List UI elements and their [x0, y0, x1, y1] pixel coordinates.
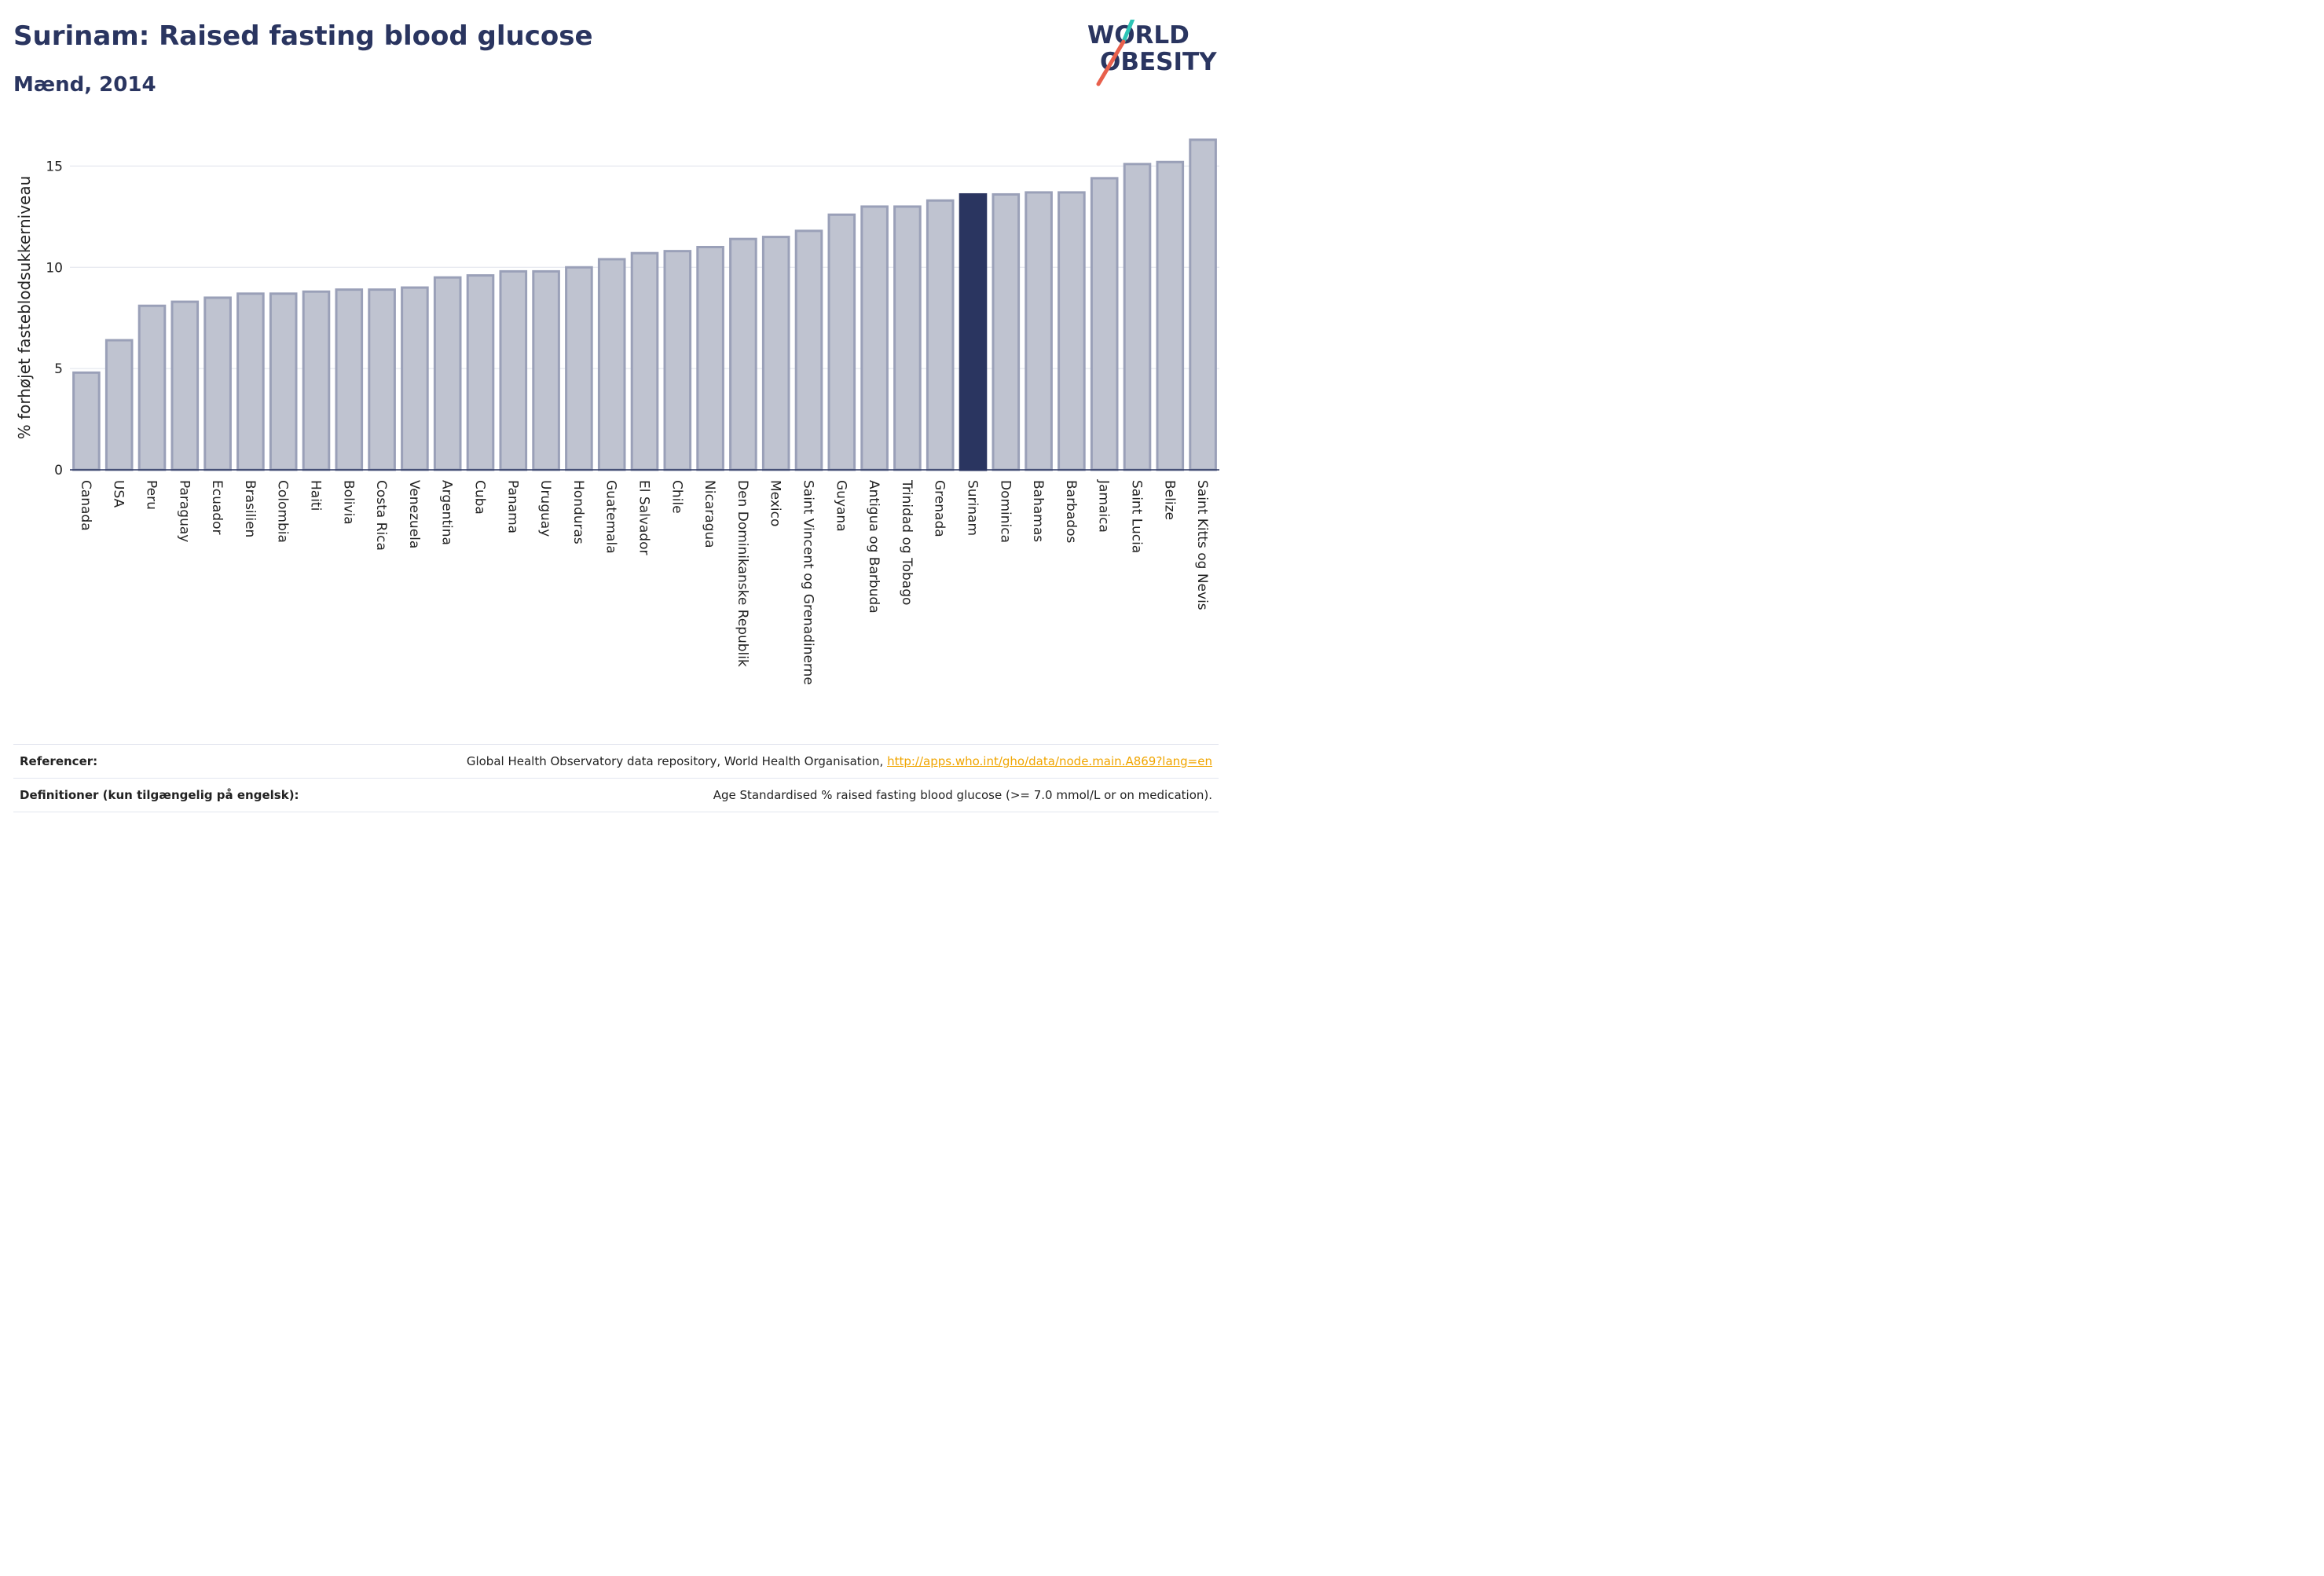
x-tick-label: Paraguay [176, 480, 192, 542]
y-axis-ticks: 0 5 10 15 [46, 159, 63, 478]
bar [499, 269, 528, 471]
x-tick-label: Mexico [768, 480, 783, 526]
bar [532, 269, 560, 471]
bar [1123, 163, 1152, 471]
x-tick-label: Belize [1161, 480, 1177, 520]
x-tick-label: Peru [144, 480, 159, 510]
logo-slash-icon [1096, 20, 1135, 86]
x-tick-label: Den Dominikanske Republik [735, 480, 750, 667]
bar-chart: 0 5 10 15 Canada USA Peru Paraguay Ecuador Brasi… [15, 138, 1219, 685]
x-tick-label: Nicaragua [702, 480, 717, 548]
x-tick-label: Colombia [275, 480, 291, 543]
x-tick-label: Saint Lucia [1129, 480, 1145, 553]
bar [729, 237, 757, 471]
x-tick-label: Guyana [833, 480, 849, 532]
x-tick-label: Guatemala [603, 480, 619, 554]
bar [203, 296, 232, 471]
references-row: Referencer: Global Health Observatory da… [13, 744, 1219, 778]
bar [1189, 138, 1217, 471]
bar [104, 339, 134, 471]
bar [860, 205, 889, 471]
references-label: Referencer: [20, 754, 98, 768]
bar [1058, 191, 1086, 471]
chart-subtitle: Mænd, 2014 [13, 73, 156, 97]
x-tick-label: Jamaica [1096, 479, 1112, 533]
world-obesity-logo: WORLD OBESITY [1087, 20, 1222, 86]
x-tick-label: Costa Rica [373, 480, 389, 551]
bar [335, 288, 364, 471]
bar [1156, 160, 1185, 471]
x-tick-label: El Salvador [636, 480, 652, 555]
y-axis-title: % forhøjet fasteblodsukkerniveau [15, 176, 34, 440]
y-tick-label: 10 [46, 260, 63, 276]
bar [663, 250, 692, 471]
definitions-row: Definitioner (kun tilgængelig på engelsk… [13, 778, 1219, 812]
x-tick-label: Ecuador [209, 480, 225, 534]
x-tick-label: Surinam [965, 480, 981, 536]
x-tick-label: Venezuela [406, 480, 422, 548]
x-tick-label: Argentina [439, 480, 455, 545]
bar [630, 251, 659, 471]
x-tick-label: Panama [504, 480, 520, 533]
definitions-label: Definitioner (kun tilgængelig på engelsk… [20, 788, 299, 802]
bar [827, 213, 856, 471]
bar [72, 371, 101, 471]
x-tick-label: Barbados [1063, 480, 1079, 543]
x-tick-label: Bolivia [340, 480, 356, 525]
bars [70, 138, 1219, 471]
x-tick-label: Uruguay [537, 480, 553, 537]
bar-highlighted [959, 192, 988, 471]
bar [1025, 191, 1053, 471]
bar [466, 274, 495, 471]
x-tick-label: USA [111, 480, 126, 508]
bar [368, 288, 396, 471]
y-tick-label: 0 [54, 463, 63, 478]
x-tick-label: Honduras [570, 480, 586, 544]
x-tick-label: Cuba [472, 480, 488, 515]
x-tick-label: Chile [669, 480, 684, 514]
who-data-link[interactable]: http://apps.who.int/gho/data/node.main.A… [887, 754, 1212, 768]
x-tick-label: Haiti [308, 480, 324, 511]
bar [696, 245, 724, 471]
bar [926, 199, 955, 471]
x-tick-label: Dominica [997, 480, 1013, 543]
x-tick-label: Saint Vincent og Grenadinerne [801, 480, 816, 685]
x-tick-label: Trinidad og Tobago [899, 479, 915, 605]
references-text: Global Health Observatory data repositor… [466, 754, 888, 768]
x-tick-label: Bahamas [1030, 480, 1046, 542]
bar [302, 290, 331, 471]
bar [597, 258, 626, 471]
bar [433, 276, 462, 471]
y-tick-label: 15 [46, 159, 63, 174]
x-tick-label: Antigua og Barbuda [866, 480, 882, 614]
bar [401, 286, 429, 471]
logo-line-1: WORLD [1087, 21, 1189, 49]
x-tick-label: Brasilien [242, 480, 258, 537]
bar [794, 229, 823, 471]
x-tick-label: Grenada [932, 480, 948, 537]
bar [137, 304, 167, 471]
y-tick-label: 5 [54, 361, 63, 377]
bar [893, 205, 922, 471]
chart-title: Surinam: Raised fasting blood glucose [13, 20, 593, 52]
references-table: Referencer: Global Health Observatory da… [13, 744, 1219, 812]
bar [1090, 177, 1119, 471]
definitions-value: Age Standardised % raised fasting blood … [713, 788, 1212, 802]
references-value: Global Health Observatory data repositor… [467, 754, 1212, 768]
bar [269, 292, 298, 471]
x-tick-label: Saint Kitts og Nevis [1194, 480, 1210, 610]
bar [170, 300, 200, 471]
logo-line-2: OBESITY [1100, 48, 1217, 76]
bar [761, 236, 790, 471]
x-tick-label: Canada [78, 480, 93, 531]
bar [236, 292, 265, 471]
bar [992, 192, 1021, 471]
bar [565, 266, 593, 471]
x-axis-labels: Canada USA Peru Paraguay Ecuador Brasilien Col… [78, 479, 1210, 685]
